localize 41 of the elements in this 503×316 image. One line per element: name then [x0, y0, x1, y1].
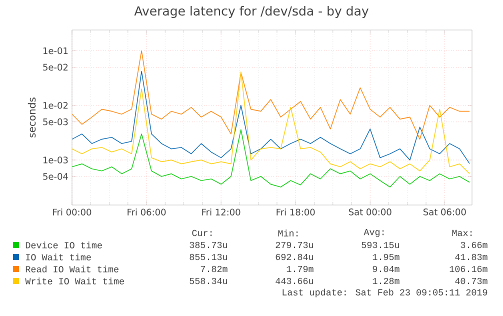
- text: 279.73u: [276, 242, 314, 248]
- text: 558.34u: [190, 278, 228, 284]
- text: Min:: [278, 230, 298, 236]
- text: 7.82m: [200, 266, 228, 272]
- text: 3.66m: [460, 242, 488, 248]
- text: 692.84u: [276, 254, 314, 260]
- text: 385.73u: [190, 242, 228, 248]
- y-tick-label: 1e-01: [43, 47, 68, 54]
- y-tick-label: 5e-04: [43, 173, 68, 180]
- text: 41.83m: [455, 254, 488, 260]
- line-series: [72, 129, 470, 188]
- text: Last update: Sat Feb 23 09:05:11 2019: [282, 288, 488, 298]
- text: 40.73m: [455, 278, 488, 284]
- text: 855.13u: [190, 254, 228, 260]
- legend-label: Read IO Wait time: [26, 266, 118, 272]
- x-tick-label: Fri 12:00: [202, 208, 240, 216]
- text: Avg:: [364, 229, 384, 237]
- text: 1.79m: [286, 266, 314, 272]
- text: 593.15u: [362, 242, 400, 248]
- text: Max:: [452, 230, 472, 236]
- y-tick-label: 1e-02: [43, 102, 68, 109]
- legend-label: IO Wait time: [26, 254, 91, 260]
- text: 443.66u: [276, 278, 314, 284]
- x-tick-label: Fri 00:00: [53, 208, 92, 216]
- y-tick-label: 5e-02: [43, 64, 68, 71]
- chart-title: Average latency for /dev/sda - by day: [134, 6, 368, 18]
- y-axis-title: seconds: [28, 98, 36, 138]
- legend-label: Write IO Wait time: [25, 278, 124, 284]
- x-tick-label: Fri 06:00: [128, 208, 166, 216]
- text: 1.28m: [372, 278, 400, 284]
- x-tick-label: Sat 00:00: [348, 208, 392, 216]
- legend-label: Device IO time: [26, 242, 102, 248]
- text: 1.95m: [372, 254, 400, 260]
- x-tick-label: Sat 06:00: [423, 208, 466, 216]
- y-tick-label: 5e-03: [43, 118, 68, 126]
- y-tick-label: 1e-03: [43, 156, 68, 164]
- x-tick-label: Fri 18:00: [276, 208, 315, 216]
- line-series: [72, 50, 470, 140]
- text: 9.04m: [372, 266, 400, 272]
- text: Cur:: [192, 230, 212, 236]
- text: 106.16m: [450, 266, 488, 272]
